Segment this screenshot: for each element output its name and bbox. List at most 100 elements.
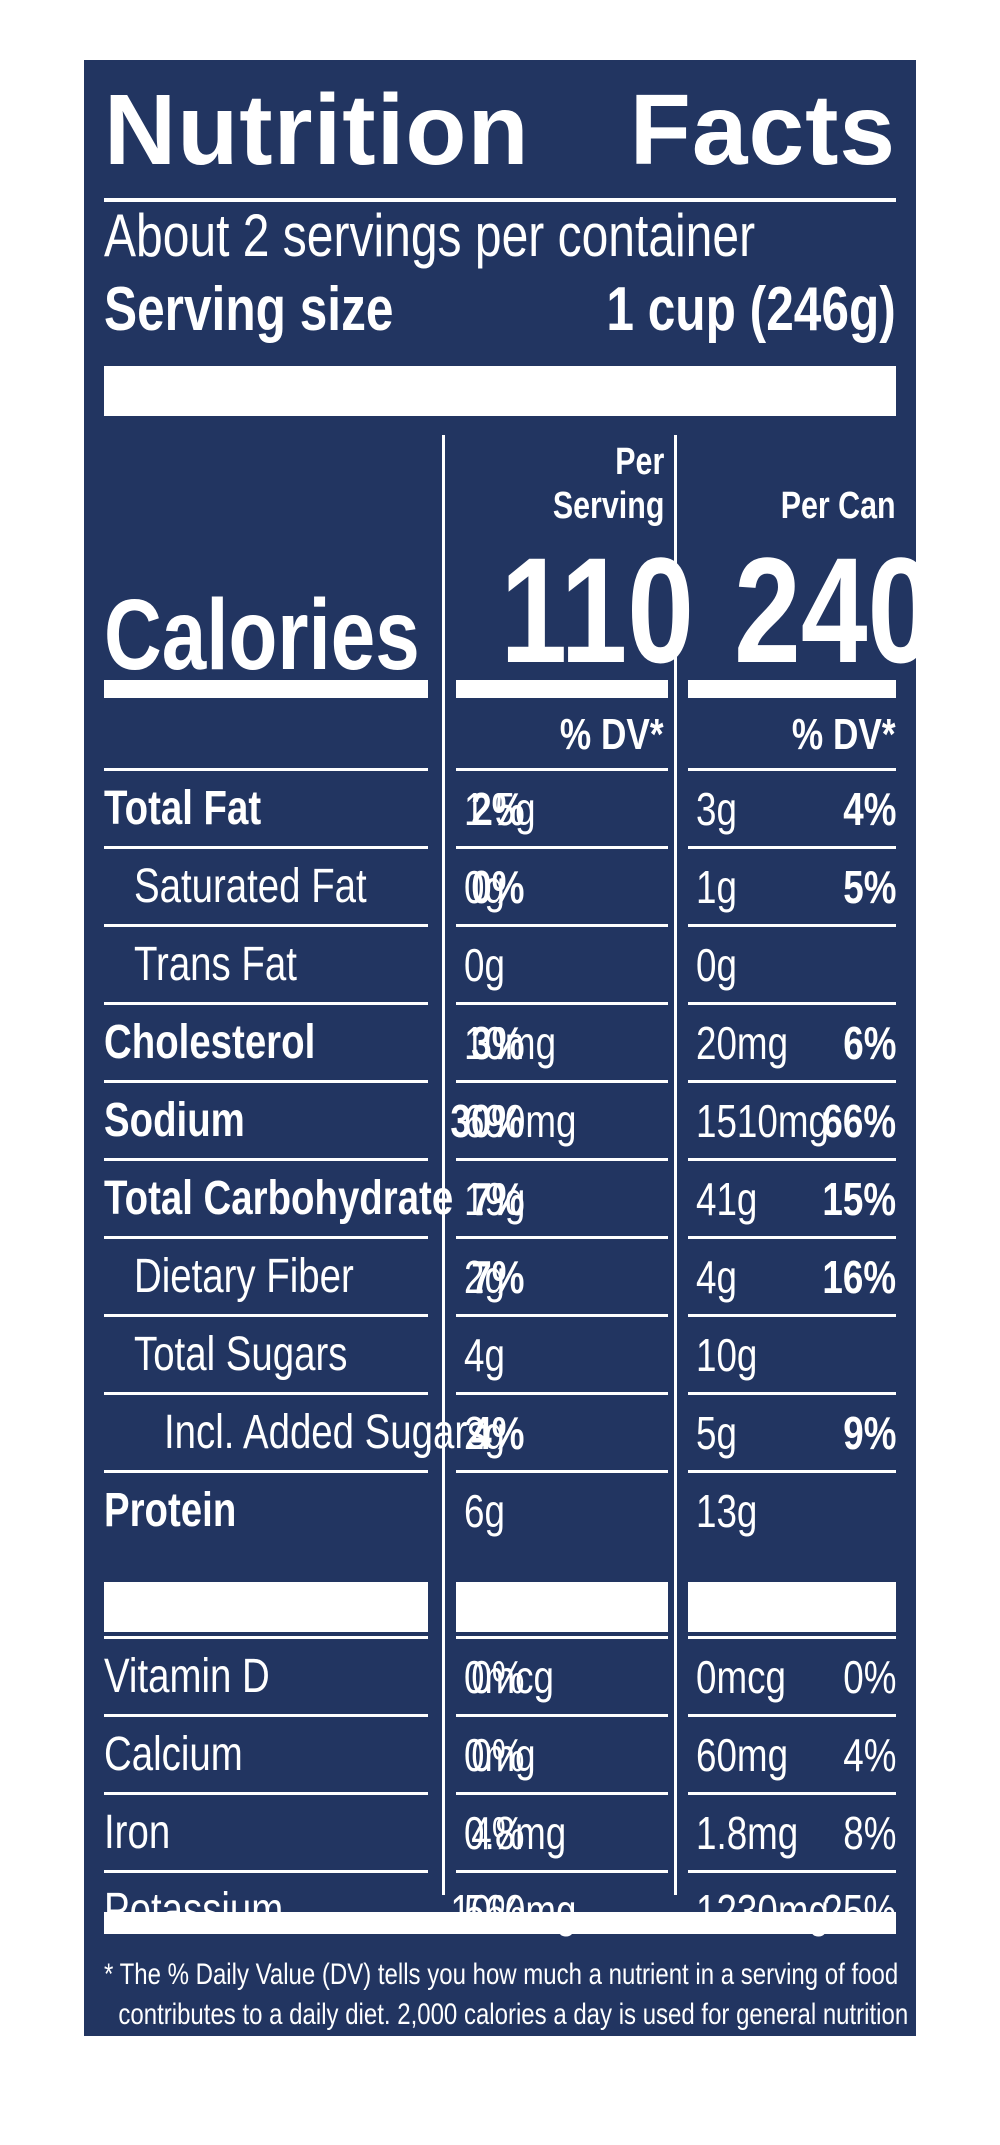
row-divider xyxy=(688,924,896,927)
thick-divider-vitamins-label xyxy=(104,1582,428,1632)
nutrient-name: Vitamin D xyxy=(104,1650,270,1703)
dv-header-can: % DV* xyxy=(792,710,896,759)
calories-divider-can xyxy=(688,680,896,698)
per-can-amount: 1g xyxy=(696,861,737,913)
row-divider xyxy=(456,1392,668,1395)
nutrient-name: Total Fat xyxy=(104,782,262,835)
row-divider xyxy=(456,1236,668,1239)
per-serving-dv: 0% xyxy=(470,1651,524,1703)
per-serving-amount: 0mcg xyxy=(464,1651,554,1703)
row-divider xyxy=(456,1314,668,1317)
row-divider xyxy=(104,1792,428,1795)
row-divider xyxy=(456,1636,668,1639)
nutrient-name: Total Carbohydrate xyxy=(104,1172,454,1225)
per-serving-dv: 4% xyxy=(470,1807,524,1859)
vitamin-row-iron: Iron 0.8mg 4% 1.8mg 8% xyxy=(104,1792,896,1872)
title-word-facts: Facts xyxy=(629,74,896,186)
nutrient-name: Sodium xyxy=(104,1094,245,1147)
nutrient-name: Incl. Added Sugars xyxy=(164,1406,487,1459)
per-can-amount: 13g xyxy=(696,1485,758,1537)
per-serving-amount: 6g xyxy=(464,1485,505,1537)
per-serving-amount: 19g xyxy=(464,1173,526,1225)
row-divider xyxy=(688,1792,896,1795)
nutrient-name: Trans Fat xyxy=(134,938,297,991)
per-serving-dv: 0% xyxy=(470,1729,524,1781)
per-serving-dv: 7% xyxy=(470,1251,524,1303)
nutrient-row-total-carbohydrate: Total Carbohydrate 19g 7% 41g 15% xyxy=(104,1158,896,1238)
row-divider xyxy=(456,1158,668,1161)
footnote-line-2: contributes to a daily diet. 2,000 calor… xyxy=(118,1998,909,2071)
row-divider xyxy=(688,768,896,771)
row-divider xyxy=(104,1870,428,1873)
row-divider xyxy=(104,1636,428,1639)
row-divider xyxy=(456,1470,668,1473)
row-divider xyxy=(104,1158,428,1161)
per-can-dv: 0% xyxy=(842,1651,896,1703)
nutrient-row-trans-fat: Trans Fat 0g 0g xyxy=(104,924,896,1004)
nutrient-name: Iron xyxy=(104,1806,171,1859)
per-serving-dv: 2% xyxy=(470,783,524,835)
per-can-amount: 20mg xyxy=(696,1017,789,1069)
row-divider xyxy=(688,1236,896,1239)
nutrient-row-protein: Protein 6g 13g xyxy=(104,1470,896,1550)
row-divider xyxy=(104,1714,428,1717)
thick-divider-top xyxy=(104,366,896,416)
per-can-dv: 6% xyxy=(842,1017,896,1069)
per-can-dv: 8% xyxy=(842,1807,896,1859)
nutrient-name: Protein xyxy=(104,1484,237,1537)
nutrient-row-dietary-fiber: Dietary Fiber 2g 7% 4g 16% xyxy=(104,1236,896,1316)
row-divider xyxy=(688,1636,896,1639)
column-separator-1 xyxy=(442,435,445,1895)
nutrient-name: Potassium xyxy=(104,1884,284,1937)
per-serving-dv: 3% xyxy=(470,1017,524,1069)
row-divider xyxy=(104,924,428,927)
per-serving-amount: 0g xyxy=(464,861,505,913)
row-divider xyxy=(104,1470,428,1473)
row-divider xyxy=(688,1158,896,1161)
per-can-amount: 0mcg xyxy=(696,1651,786,1703)
calories-divider-label xyxy=(104,680,428,698)
nutrient-name: Calcium xyxy=(104,1728,243,1781)
nutrient-row-total-fat: Total Fat 1.5g 2% 3g 4% xyxy=(104,768,896,848)
column-separator-2 xyxy=(674,435,677,1895)
row-divider xyxy=(688,1470,896,1473)
footnote-line-1: * The % Daily Value (DV) tells you how m… xyxy=(104,1958,899,1991)
per-serving-header: Per Serving xyxy=(552,441,664,527)
per-can-dv: 15% xyxy=(822,1173,896,1225)
nutrient-row-total-sugars: Total Sugars 4g 10g xyxy=(104,1314,896,1394)
calories-divider-serving xyxy=(456,680,668,698)
per-can-amount: 60mg xyxy=(696,1729,789,1781)
per-can-dv: 5% xyxy=(842,861,896,913)
vitamin-row-calcium: Calcium 0mg 0% 60mg 4% xyxy=(104,1714,896,1794)
footnote: * The % Daily Value (DV) tells you how m… xyxy=(104,1955,908,2075)
row-divider xyxy=(104,1314,428,1317)
row-divider xyxy=(456,924,668,927)
per-can-amount: 0g xyxy=(696,939,737,991)
nutrient-row-cholesterol: Cholesterol 10mg 3% 20mg 6% xyxy=(104,1002,896,1082)
per-serving-dv: 30% xyxy=(450,1095,524,1147)
nutrition-facts-panel: Nutrition Facts About 2 servings per con… xyxy=(84,60,934,2071)
row-divider xyxy=(456,1080,668,1083)
nutrient-name: Cholesterol xyxy=(104,1016,316,1069)
per-can-amount: 1.8mg xyxy=(696,1807,799,1859)
per-can-dv: 4% xyxy=(842,1729,896,1781)
row-divider xyxy=(688,1080,896,1083)
per-serving-dv: 4% xyxy=(470,1407,524,1459)
per-serving-dv: 0% xyxy=(470,861,524,913)
per-serving-amount: 4g xyxy=(464,1329,505,1381)
dv-header-serving: % DV* xyxy=(560,710,664,759)
nutrient-name: Dietary Fiber xyxy=(134,1250,354,1303)
per-serving-amount: 2g xyxy=(464,1407,505,1459)
nutrition-facts-title: Nutrition Facts xyxy=(104,65,896,195)
row-divider xyxy=(688,1714,896,1717)
per-can-dv: 25% xyxy=(822,1885,896,1937)
calories-label: Calories xyxy=(104,579,420,691)
row-divider xyxy=(104,1236,428,1239)
vitamin-row-potassium: Potassium 560mg 10% 1230mg 25% xyxy=(104,1870,896,1950)
per-can-dv: 4% xyxy=(842,783,896,835)
row-divider xyxy=(104,768,428,771)
per-can-dv: 9% xyxy=(842,1407,896,1459)
calories-per-serving: 110 xyxy=(500,526,694,694)
vitamin-row-vitamin-d: Vitamin D 0mcg 0% 0mcg 0% xyxy=(104,1636,896,1716)
nutrient-row-incl-added-sugars: Incl. Added Sugars 2g 4% 5g 9% xyxy=(104,1392,896,1472)
